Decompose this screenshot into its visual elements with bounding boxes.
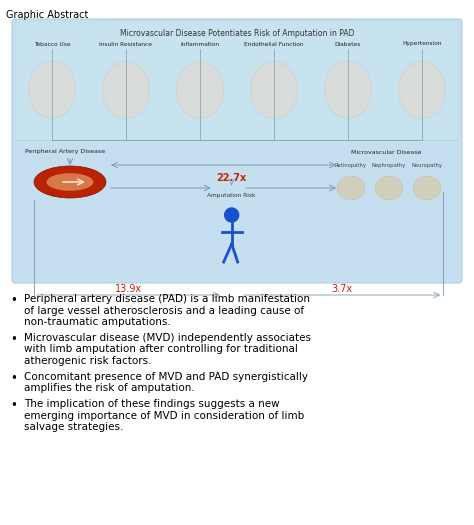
Text: 22.7x: 22.7x bbox=[217, 173, 247, 183]
Text: Peripheral artery disease (PAD) is a limb manifestation: Peripheral artery disease (PAD) is a lim… bbox=[24, 294, 310, 304]
Text: Retinopathy: Retinopathy bbox=[335, 163, 367, 169]
Text: with limb amputation after controlling for traditional: with limb amputation after controlling f… bbox=[24, 344, 298, 354]
Text: Endothelial Function: Endothelial Function bbox=[244, 41, 304, 47]
Text: Insulin Resistance: Insulin Resistance bbox=[100, 41, 153, 47]
Ellipse shape bbox=[176, 61, 224, 119]
Text: salvage strategies.: salvage strategies. bbox=[24, 422, 123, 432]
Text: Neuropathy: Neuropathy bbox=[411, 163, 443, 169]
Text: Diabetes: Diabetes bbox=[335, 41, 361, 47]
Text: Tobacco Use: Tobacco Use bbox=[34, 41, 70, 47]
Text: The implication of these findings suggests a new: The implication of these findings sugges… bbox=[24, 399, 280, 409]
Text: 3.7x: 3.7x bbox=[331, 284, 352, 294]
Text: Amputation Risk: Amputation Risk bbox=[208, 194, 256, 198]
Ellipse shape bbox=[46, 173, 93, 191]
Text: Microvascular Disease: Microvascular Disease bbox=[351, 150, 421, 154]
Ellipse shape bbox=[337, 176, 365, 200]
Ellipse shape bbox=[34, 166, 106, 198]
Text: Inflammation: Inflammation bbox=[181, 41, 219, 47]
Text: 13.9x: 13.9x bbox=[115, 284, 142, 294]
Text: Nephropathy: Nephropathy bbox=[372, 163, 406, 169]
Ellipse shape bbox=[375, 176, 403, 200]
Text: •: • bbox=[10, 372, 17, 385]
FancyBboxPatch shape bbox=[16, 23, 458, 141]
Text: amplifies the risk of amputation.: amplifies the risk of amputation. bbox=[24, 383, 195, 393]
Text: Microvascular disease (MVD) independently associates: Microvascular disease (MVD) independentl… bbox=[24, 333, 311, 343]
Circle shape bbox=[225, 208, 239, 222]
Ellipse shape bbox=[250, 61, 298, 119]
Text: Peripheral Artery Disease: Peripheral Artery Disease bbox=[25, 150, 105, 154]
Text: of large vessel atherosclerosis and a leading cause of: of large vessel atherosclerosis and a le… bbox=[24, 306, 304, 316]
Ellipse shape bbox=[413, 176, 441, 200]
Text: •: • bbox=[10, 333, 17, 346]
Text: Graphic Abstract: Graphic Abstract bbox=[6, 10, 88, 20]
Text: atherogenic risk factors.: atherogenic risk factors. bbox=[24, 356, 152, 366]
FancyBboxPatch shape bbox=[12, 19, 462, 283]
Ellipse shape bbox=[28, 61, 76, 119]
Text: •: • bbox=[10, 399, 17, 412]
Text: •: • bbox=[10, 294, 17, 307]
Text: emerging importance of MVD in consideration of limb: emerging importance of MVD in considerat… bbox=[24, 411, 304, 421]
Text: Concomitant presence of MVD and PAD synergistically: Concomitant presence of MVD and PAD syne… bbox=[24, 372, 308, 382]
Ellipse shape bbox=[324, 61, 372, 119]
Ellipse shape bbox=[398, 61, 446, 119]
Text: non-traumatic amputations.: non-traumatic amputations. bbox=[24, 317, 171, 327]
Text: Microvascular Disease Potentiates Risk of Amputation in PAD: Microvascular Disease Potentiates Risk o… bbox=[120, 28, 354, 37]
Ellipse shape bbox=[102, 61, 150, 119]
Text: Hypertension: Hypertension bbox=[402, 41, 442, 47]
